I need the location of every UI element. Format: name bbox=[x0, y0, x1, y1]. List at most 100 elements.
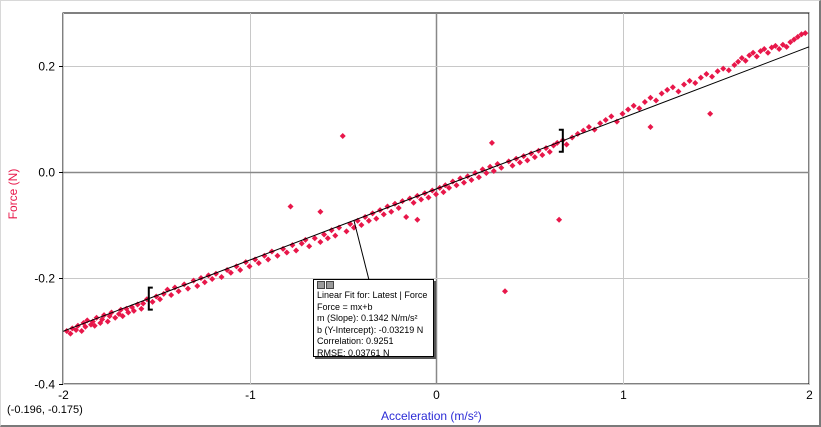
data-point bbox=[67, 330, 74, 337]
data-point bbox=[339, 132, 346, 139]
data-point bbox=[738, 55, 745, 62]
data-point bbox=[246, 263, 253, 270]
x-tick-label: 1 bbox=[620, 388, 627, 402]
data-point bbox=[468, 176, 475, 183]
data-point bbox=[194, 282, 201, 289]
data-point bbox=[703, 70, 710, 77]
data-point bbox=[324, 235, 331, 242]
cursor-readout: (-0.196, -0.175) bbox=[7, 404, 83, 416]
tick-labels: -2 -1 0 1 2 -0.4 -0.2 0.0 0.2 bbox=[34, 60, 813, 403]
data-points bbox=[63, 30, 809, 337]
fit-box-equation: Force = mx+b bbox=[317, 301, 373, 312]
data-point bbox=[707, 110, 714, 117]
y-tick-label: 0.0 bbox=[38, 166, 55, 180]
data-point bbox=[556, 216, 563, 223]
data-point bbox=[218, 273, 225, 280]
data-point bbox=[140, 300, 147, 307]
data-point bbox=[681, 81, 688, 88]
data-point bbox=[783, 43, 790, 50]
fit-range-brackets[interactable] bbox=[147, 128, 564, 311]
data-point bbox=[539, 152, 546, 159]
data-point bbox=[446, 184, 453, 191]
data-point bbox=[502, 288, 509, 295]
data-point bbox=[675, 88, 682, 95]
data-point bbox=[725, 67, 732, 74]
y-tick-label: -0.4 bbox=[34, 378, 55, 392]
data-point bbox=[78, 328, 85, 334]
x-axis-label: Acceleration (m/s²) bbox=[381, 409, 482, 423]
data-point bbox=[125, 309, 132, 316]
data-point bbox=[119, 313, 126, 320]
data-point bbox=[201, 279, 208, 286]
range-bracket bbox=[558, 128, 564, 153]
data-point bbox=[746, 52, 753, 59]
data-point bbox=[265, 256, 272, 263]
data-point bbox=[608, 113, 615, 120]
linear-fit-box[interactable]: Linear Fit for: Latest | Force Force = m… bbox=[313, 279, 434, 358]
fit-box-menu-button[interactable] bbox=[317, 281, 325, 289]
data-point bbox=[488, 139, 495, 146]
data-point bbox=[343, 228, 350, 235]
data-point bbox=[764, 49, 771, 56]
data-point bbox=[99, 316, 106, 323]
data-point bbox=[414, 216, 421, 223]
grid-lines bbox=[59, 12, 810, 385]
data-point bbox=[686, 77, 693, 84]
fit-box-correlation: Correlation: 0.9251 bbox=[317, 336, 394, 346]
data-point bbox=[625, 106, 632, 113]
fit-box-slope: m (Slope): 0.1342 N/m/s² bbox=[317, 313, 418, 323]
data-point bbox=[73, 326, 80, 333]
data-point bbox=[112, 314, 119, 321]
data-point bbox=[714, 68, 721, 75]
data-point bbox=[425, 194, 432, 201]
x-tick-label: 2 bbox=[806, 388, 813, 402]
data-point bbox=[395, 205, 402, 212]
data-point bbox=[138, 305, 145, 312]
x-tick-label: -1 bbox=[245, 388, 256, 402]
y-tick-label: 0.2 bbox=[38, 60, 55, 74]
data-point bbox=[664, 86, 671, 93]
data-point bbox=[156, 296, 163, 303]
data-point bbox=[380, 211, 387, 218]
data-point bbox=[761, 46, 768, 53]
fit-box-options-button[interactable] bbox=[326, 281, 334, 289]
data-point bbox=[602, 117, 609, 124]
fit-box-title: Linear Fit for: Latest | Force bbox=[317, 290, 428, 300]
data-point bbox=[460, 179, 467, 186]
data-point bbox=[453, 182, 460, 189]
data-point bbox=[563, 141, 570, 148]
data-point bbox=[130, 307, 137, 314]
data-point bbox=[709, 73, 716, 80]
data-point bbox=[91, 322, 98, 329]
data-point bbox=[753, 53, 760, 60]
data-point bbox=[483, 170, 490, 177]
data-point bbox=[403, 214, 410, 221]
data-point bbox=[274, 252, 281, 259]
data-point bbox=[720, 65, 727, 72]
data-point bbox=[591, 126, 598, 133]
data-point bbox=[731, 61, 738, 68]
data-point bbox=[791, 36, 798, 43]
data-point bbox=[794, 33, 801, 40]
data-point bbox=[410, 199, 417, 206]
data-point bbox=[311, 235, 318, 242]
fit-box-leader-line bbox=[353, 220, 370, 281]
data-point bbox=[283, 249, 290, 256]
data-point bbox=[630, 102, 637, 109]
data-point bbox=[168, 291, 175, 298]
data-point bbox=[750, 49, 757, 56]
data-point bbox=[742, 57, 749, 64]
data-point bbox=[317, 208, 324, 215]
data-point bbox=[516, 159, 523, 166]
data-point bbox=[669, 84, 676, 91]
data-point bbox=[175, 288, 182, 295]
data-point bbox=[358, 222, 365, 228]
data-point bbox=[237, 267, 244, 274]
x-tick-label: -2 bbox=[58, 388, 69, 402]
data-point bbox=[440, 189, 447, 196]
data-point bbox=[697, 74, 704, 81]
data-point bbox=[509, 162, 516, 169]
data-point bbox=[149, 298, 156, 305]
